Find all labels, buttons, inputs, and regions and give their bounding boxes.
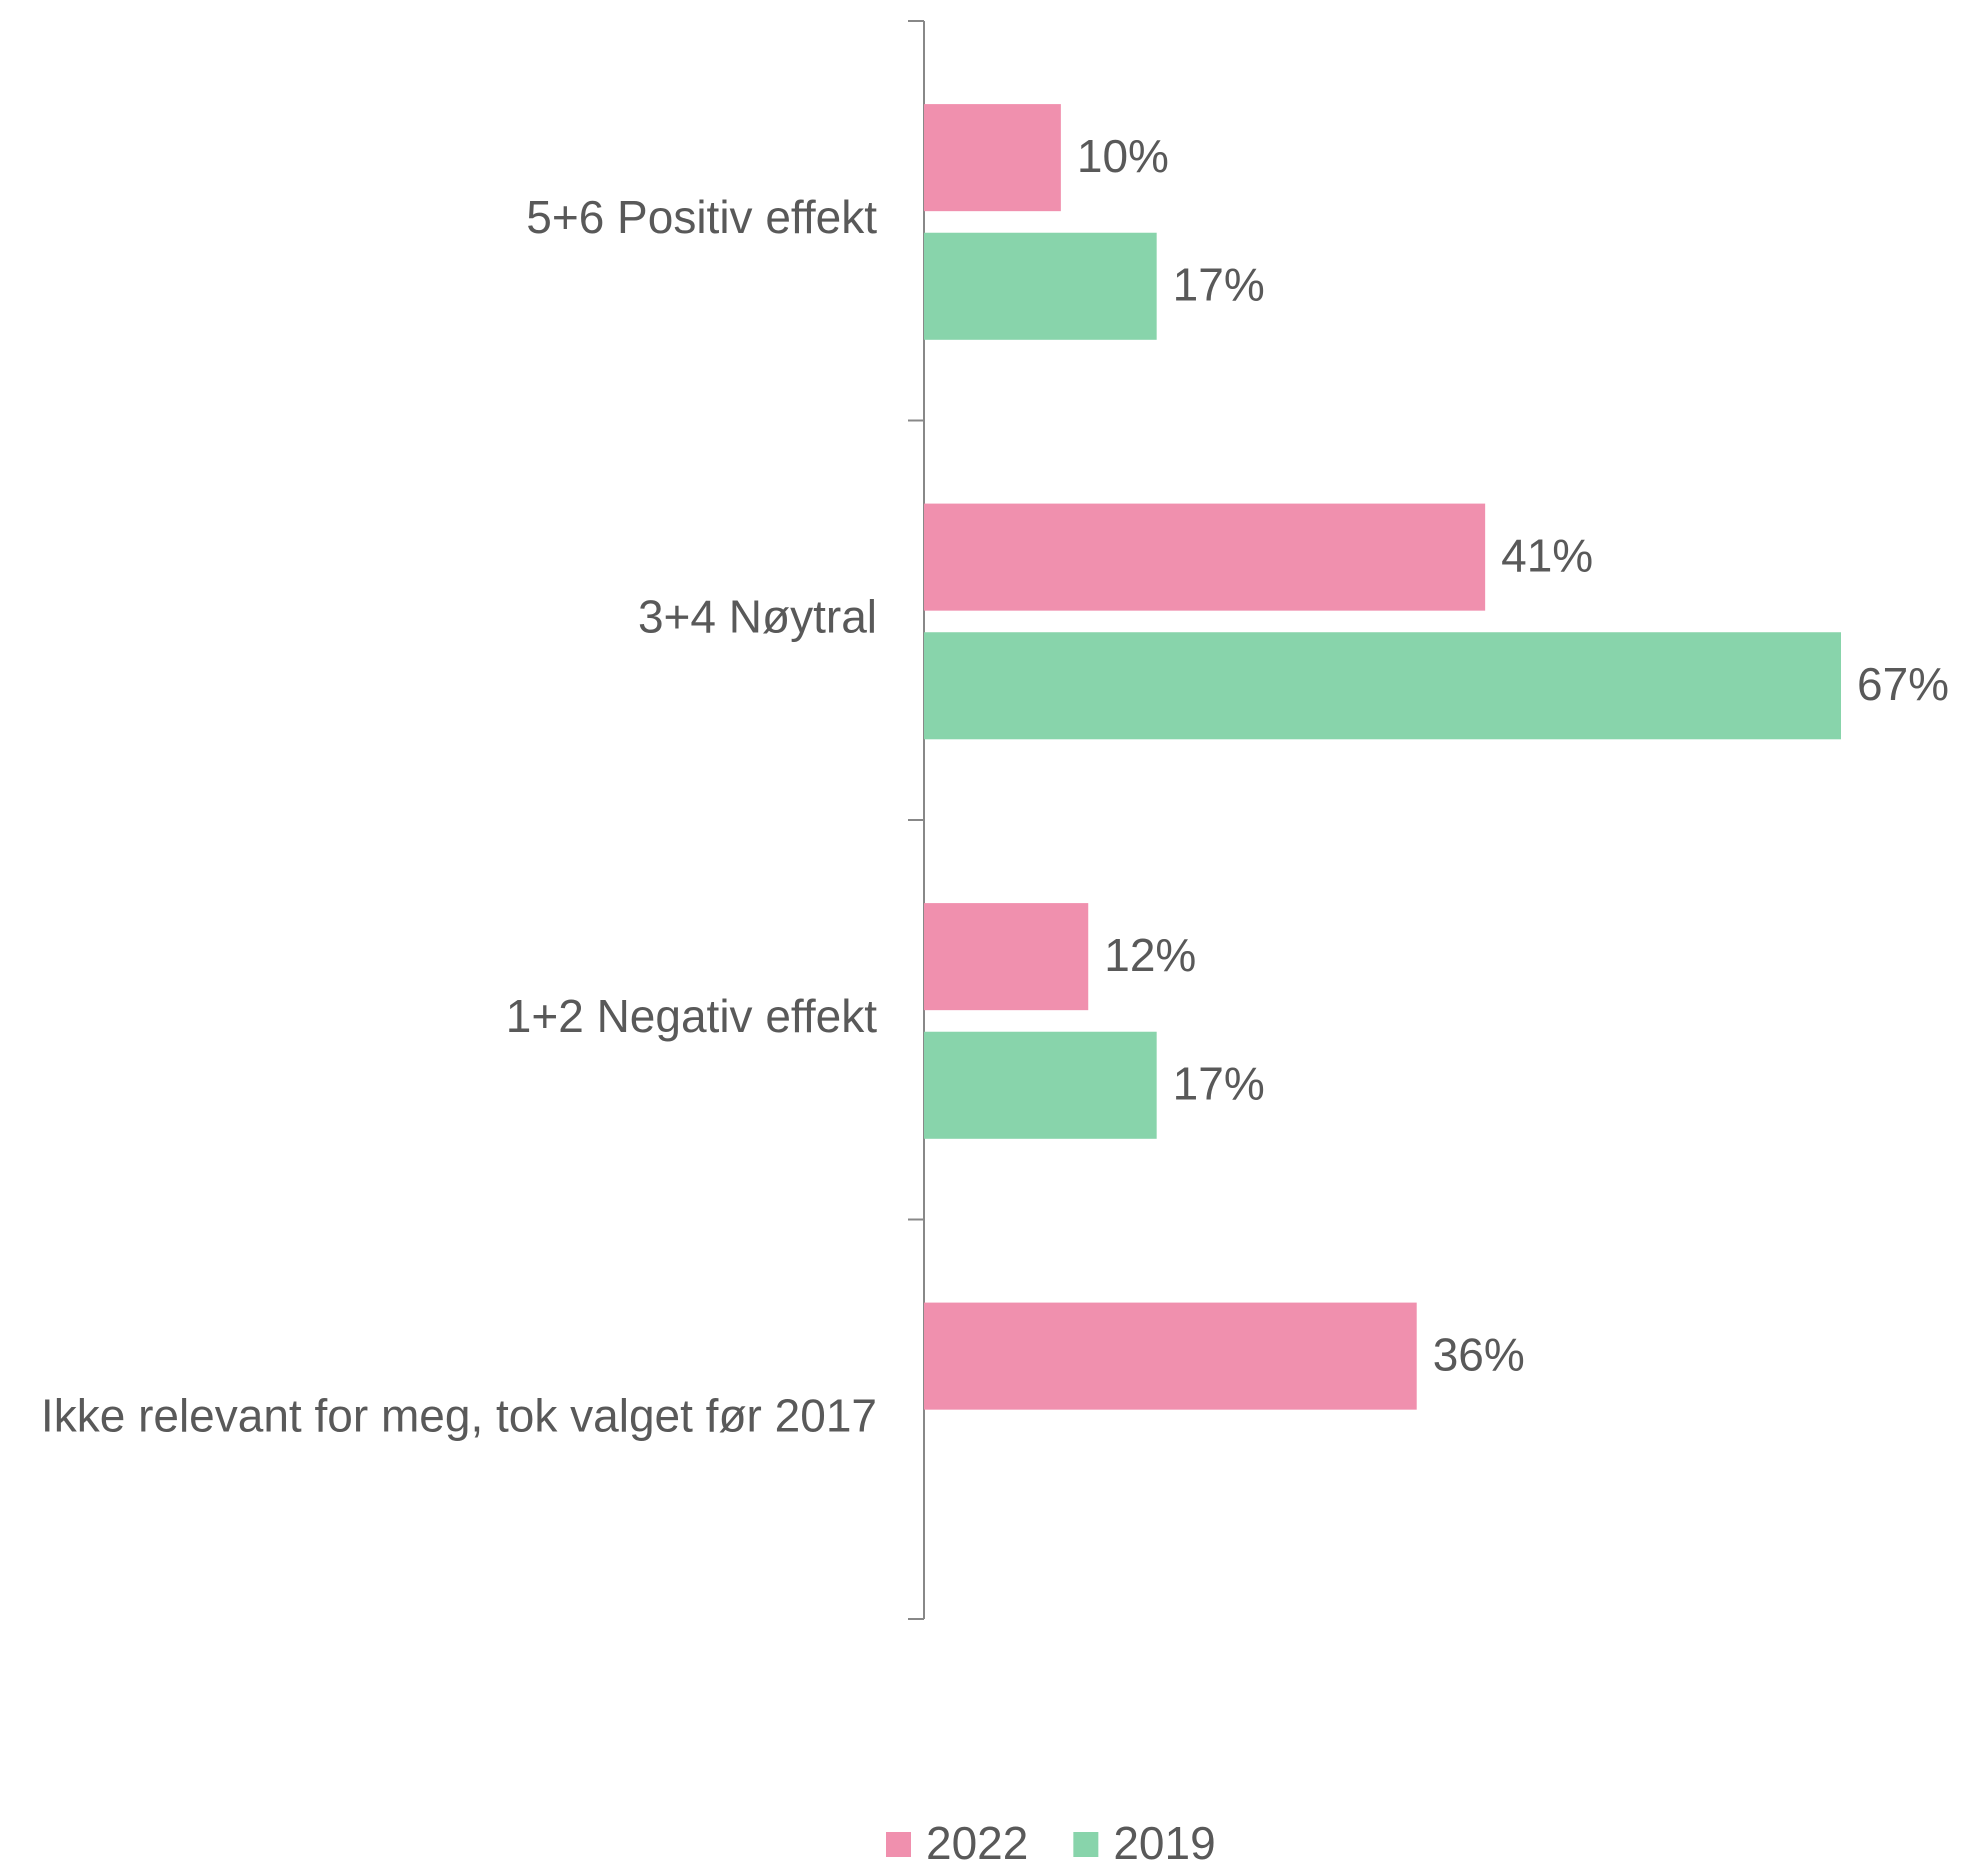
legend-label: 2019 [1113, 1817, 1215, 1868]
bar [924, 1031, 1157, 1139]
bar [924, 104, 1061, 212]
legend-swatch [1073, 1832, 1099, 1857]
y-tick-label: 5+6 Positiv effekt [526, 191, 877, 243]
data-label: 10% [1077, 130, 1169, 182]
bar [924, 232, 1157, 340]
bar [924, 632, 1841, 740]
y-tick-label: 3+4 Nøytral [638, 590, 877, 642]
legend-swatch [886, 1832, 911, 1857]
y-tick-label: Ikke relevant for meg, tok valget før 20… [41, 1389, 877, 1441]
data-label: 17% [1173, 1057, 1265, 1109]
bar [924, 903, 1089, 1011]
data-label: 41% [1501, 529, 1593, 581]
data-label: 36% [1433, 1328, 1525, 1380]
y-tick-label: 1+2 Negativ effekt [506, 990, 877, 1042]
data-label: 12% [1104, 929, 1196, 981]
bar [924, 1302, 1417, 1410]
legend-label: 2022 [926, 1817, 1028, 1868]
bar [924, 503, 1486, 611]
data-label: 67% [1857, 658, 1949, 710]
data-label: 17% [1173, 258, 1265, 310]
